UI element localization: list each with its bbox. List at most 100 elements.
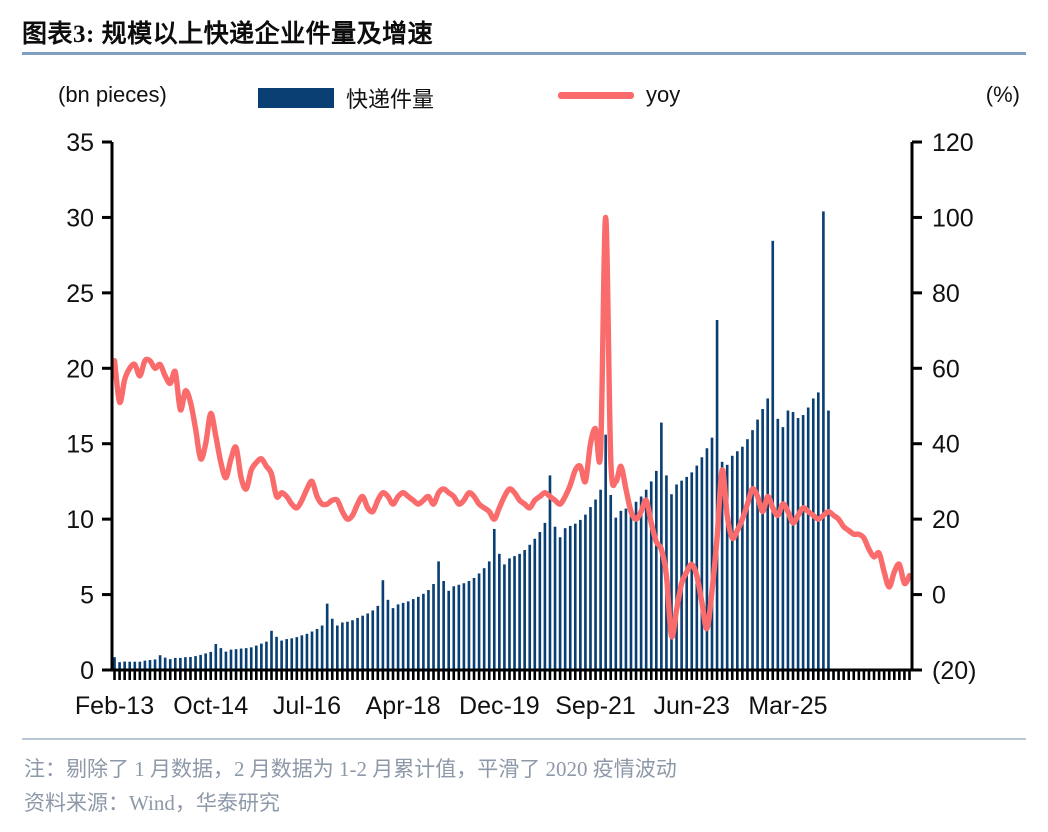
bar <box>325 603 329 670</box>
bar <box>391 608 395 670</box>
bar <box>417 596 420 670</box>
bar <box>234 649 238 670</box>
chart-legend: (bn pieces) 快递件量 yoy (%) <box>22 78 1026 116</box>
right-tick-label: 100 <box>932 204 974 232</box>
left-tick-label: 25 <box>66 280 94 308</box>
bar <box>376 605 380 670</box>
bar <box>670 494 673 670</box>
bar <box>654 470 658 670</box>
bar <box>163 657 167 670</box>
bar <box>736 451 739 670</box>
bar <box>300 635 304 670</box>
x-tick-label: Sep-21 <box>555 692 636 720</box>
bar <box>148 660 152 670</box>
left-tick-label: 35 <box>66 129 94 157</box>
bar <box>457 584 461 670</box>
bar <box>123 661 126 670</box>
bar <box>432 584 435 670</box>
bar <box>619 510 623 670</box>
bar <box>462 583 466 670</box>
bar <box>356 617 359 670</box>
bar <box>761 409 764 670</box>
bar <box>280 640 283 670</box>
bar <box>513 556 516 670</box>
bar <box>487 561 491 670</box>
bar <box>265 641 268 670</box>
bar <box>553 526 557 670</box>
chart-svg: 0 5 10 15 20 25 30 35 (20) 0 20 40 60 80 100 120 Feb-13 O… <box>66 129 976 720</box>
bar <box>224 651 228 670</box>
x-axis-ticks <box>113 670 911 680</box>
bar <box>143 660 147 670</box>
bar <box>528 544 532 670</box>
footer-source: 资料来源：Wind，华泰研究 <box>24 791 280 815</box>
bar <box>204 653 207 670</box>
bar <box>599 489 602 670</box>
plot-area: 0 5 10 15 20 25 30 35 (20) 0 20 40 60 80 100 120 Feb-13 O… <box>66 129 976 720</box>
legend-label-line: yoy <box>646 82 681 107</box>
bar <box>817 392 820 670</box>
bar <box>189 657 192 670</box>
page-title: 图表3: 规模以上快递企业件量及增速 <box>22 21 434 48</box>
bar <box>401 602 405 670</box>
bar <box>523 550 526 670</box>
bar <box>118 662 121 670</box>
bar <box>776 418 780 670</box>
bar <box>254 645 258 670</box>
bar <box>229 649 233 670</box>
bar <box>589 507 592 670</box>
bar <box>720 461 724 670</box>
bar <box>806 407 810 670</box>
bar <box>649 481 653 670</box>
bar <box>644 489 648 670</box>
bar <box>746 439 749 670</box>
bar <box>330 618 334 670</box>
bar <box>508 558 511 670</box>
bar <box>249 647 253 670</box>
footer-divider <box>22 738 1026 740</box>
left-tick-label: 10 <box>66 506 94 534</box>
bar <box>827 410 830 670</box>
bar <box>700 457 704 670</box>
bar <box>634 501 638 670</box>
left-tick-label: 0 <box>80 657 94 685</box>
bar <box>629 505 633 670</box>
left-tick-label: 20 <box>66 355 94 383</box>
legend-item-line: yoy <box>558 82 680 108</box>
bar <box>406 601 410 670</box>
bar <box>381 580 385 670</box>
bar <box>447 590 451 670</box>
bar <box>563 528 567 670</box>
bar <box>437 561 440 670</box>
bar <box>584 514 587 670</box>
bar <box>715 320 719 670</box>
bar <box>341 622 344 670</box>
bar <box>153 659 157 670</box>
bar <box>533 538 537 670</box>
x-tick-label: Mar-25 <box>748 692 827 720</box>
bar <box>194 656 197 670</box>
bar <box>346 621 349 670</box>
bar <box>579 519 582 670</box>
x-tick-label: Feb-13 <box>75 692 154 720</box>
bar <box>275 636 278 670</box>
bar <box>158 655 162 670</box>
bar <box>822 211 825 670</box>
right-tick-label: 0 <box>932 582 946 610</box>
bar <box>568 525 572 670</box>
bar <box>543 522 547 670</box>
bar <box>503 564 506 670</box>
right-tick-label: (20) <box>932 657 976 685</box>
bar <box>310 631 314 670</box>
bar <box>624 508 628 670</box>
bar-swatch-icon <box>258 88 334 108</box>
bar <box>295 637 299 670</box>
bar <box>594 499 597 670</box>
bar <box>786 410 790 670</box>
left-axis-unit-label: (bn pieces) <box>58 82 167 107</box>
bar <box>801 415 805 670</box>
bar <box>482 568 486 670</box>
bar <box>467 580 471 670</box>
legend-item-bars: 快递件量 <box>258 82 434 114</box>
